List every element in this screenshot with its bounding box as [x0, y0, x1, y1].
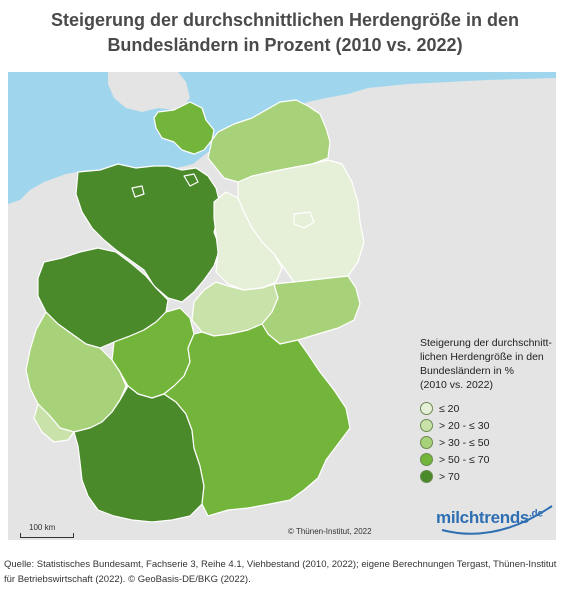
legend-swatch [420, 453, 433, 466]
legend-title: Steigerung der durchschnitt- lichen Herd… [420, 336, 560, 392]
legend-label: > 70 [439, 470, 460, 483]
states-layer [25, 99, 365, 523]
legend-title-line: Steigerung der durchschnitt- [420, 337, 552, 349]
state-hamburg [183, 173, 199, 187]
legend-swatch [420, 419, 433, 432]
state-saarland [33, 403, 75, 443]
state-bremen [131, 185, 145, 198]
scale-bar-line [20, 533, 74, 538]
legend-swatch [420, 436, 433, 449]
legend-swatch [420, 470, 433, 483]
legend-item: ≤ 20 [420, 400, 560, 417]
legend-label: > 50 - ≤ 70 [439, 453, 490, 466]
source-line-2: für Betriebswirtschaft (2022). © GeoBasi… [4, 574, 251, 585]
state-mecklenburg-vorpommern [207, 99, 331, 183]
map-frame [8, 72, 556, 540]
legend-item: > 70 [420, 468, 560, 485]
map-title: Steigerung der durchschnittlichen Herden… [0, 8, 570, 58]
legend-title-line: (2010 vs. 2022) [420, 379, 493, 391]
legend: Steigerung der durchschnitt- lichen Herd… [420, 336, 560, 485]
title-line-2: Bundesländern in Prozent (2010 vs. 2022) [107, 35, 463, 55]
state-schleswig-holstein [153, 101, 215, 155]
brand-name: milchtrends.de [436, 508, 543, 528]
state-sachsen-anhalt [213, 191, 283, 291]
scale-bar: 100 km [20, 523, 74, 538]
milchtrends-logo: milchtrends.de [436, 500, 556, 540]
source-line-1: Quelle: Statistisches Bundesamt, Fachser… [4, 559, 557, 570]
scale-label: 100 km [29, 523, 56, 532]
state-bayern [163, 323, 351, 517]
legend-item: > 50 - ≤ 70 [420, 451, 560, 468]
brand-word: milchtrends [436, 508, 530, 527]
denmark-land [108, 72, 190, 112]
germany-map [8, 72, 556, 540]
logo-swoosh-icon [441, 505, 553, 535]
brand-suffix: .de [529, 508, 543, 520]
copyright-note: © Thünen-Institut, 2022 [288, 527, 372, 536]
legend-title-line: Bundesländern in % [420, 365, 514, 377]
legend-title-line: lichen Herdengröße in den [420, 351, 544, 363]
legend-label: ≤ 20 [439, 402, 460, 415]
legend-item: > 20 - ≤ 30 [420, 417, 560, 434]
state-sachsen [261, 275, 361, 345]
title-line-1: Steigerung der durchschnittlichen Herden… [50, 10, 520, 30]
legend-swatch [420, 402, 433, 415]
legend-label: > 20 - ≤ 30 [439, 419, 490, 432]
legend-items: ≤ 20 > 20 - ≤ 30 > 30 - ≤ 50 > 50 - ≤ 70… [420, 400, 560, 485]
state-berlin [293, 211, 315, 229]
legend-item: > 30 - ≤ 50 [420, 434, 560, 451]
source-note: Quelle: Statistisches Bundesamt, Fachser… [4, 557, 566, 587]
legend-label: > 30 - ≤ 50 [439, 436, 490, 449]
